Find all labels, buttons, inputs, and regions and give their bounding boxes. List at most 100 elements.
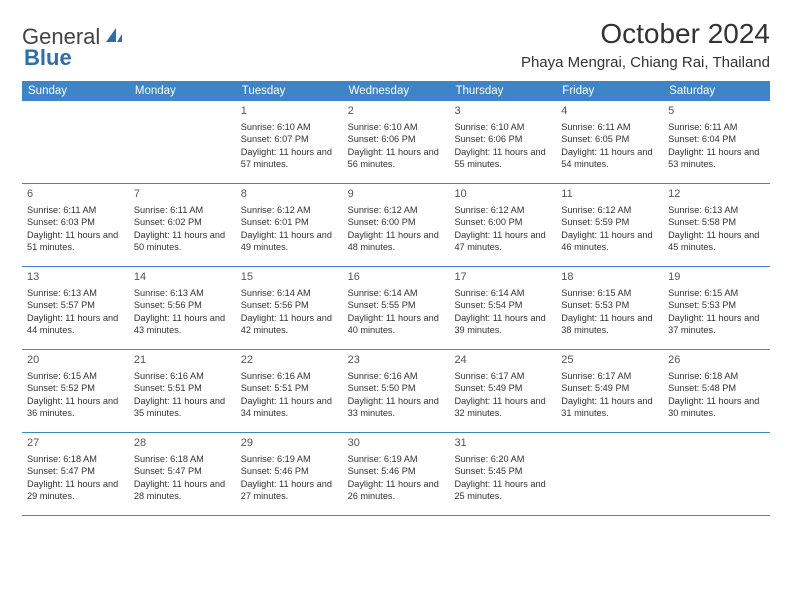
day-number: 19 (668, 270, 765, 285)
calendar: SundayMondayTuesdayWednesdayThursdayFrid… (22, 81, 770, 516)
day-number: 20 (27, 353, 124, 368)
day-number: 10 (454, 187, 551, 202)
day-cell-15: 15Sunrise: 6:14 AMSunset: 5:56 PMDayligh… (236, 267, 343, 349)
sunset-line: Sunset: 5:54 PM (454, 299, 551, 311)
day-cell-20: 20Sunrise: 6:15 AMSunset: 5:52 PMDayligh… (22, 350, 129, 432)
day-cell-27: 27Sunrise: 6:18 AMSunset: 5:47 PMDayligh… (22, 433, 129, 515)
sunrise-line: Sunrise: 6:17 AM (561, 370, 658, 382)
sunset-line: Sunset: 6:07 PM (241, 133, 338, 145)
sunset-line: Sunset: 6:04 PM (668, 133, 765, 145)
sunset-line: Sunset: 5:56 PM (134, 299, 231, 311)
sunset-line: Sunset: 5:45 PM (454, 465, 551, 477)
day-cell-8: 8Sunrise: 6:12 AMSunset: 6:01 PMDaylight… (236, 184, 343, 266)
day-number: 16 (348, 270, 445, 285)
day-number: 12 (668, 187, 765, 202)
daylight-line: Daylight: 11 hours and 51 minutes. (27, 229, 124, 254)
sunrise-line: Sunrise: 6:11 AM (134, 204, 231, 216)
day-number: 2 (348, 104, 445, 119)
day-cell-12: 12Sunrise: 6:13 AMSunset: 5:58 PMDayligh… (663, 184, 770, 266)
sunrise-line: Sunrise: 6:15 AM (561, 287, 658, 299)
sunset-line: Sunset: 5:50 PM (348, 382, 445, 394)
sunset-line: Sunset: 6:01 PM (241, 216, 338, 228)
day-number: 30 (348, 436, 445, 451)
day-number: 7 (134, 187, 231, 202)
day-number: 27 (27, 436, 124, 451)
day-cell-2: 2Sunrise: 6:10 AMSunset: 6:06 PMDaylight… (343, 101, 450, 183)
location: Phaya Mengrai, Chiang Rai, Thailand (521, 54, 770, 71)
weekday-wednesday: Wednesday (343, 81, 450, 101)
sunset-line: Sunset: 5:51 PM (241, 382, 338, 394)
daylight-line: Daylight: 11 hours and 25 minutes. (454, 478, 551, 503)
day-number: 9 (348, 187, 445, 202)
sunset-line: Sunset: 5:49 PM (454, 382, 551, 394)
sunset-line: Sunset: 5:46 PM (348, 465, 445, 477)
day-cell-24: 24Sunrise: 6:17 AMSunset: 5:49 PMDayligh… (449, 350, 556, 432)
sunrise-line: Sunrise: 6:14 AM (241, 287, 338, 299)
sunset-line: Sunset: 6:06 PM (454, 133, 551, 145)
day-number: 11 (561, 187, 658, 202)
sunrise-line: Sunrise: 6:13 AM (668, 204, 765, 216)
day-number: 29 (241, 436, 338, 451)
sunset-line: Sunset: 5:48 PM (668, 382, 765, 394)
daylight-line: Daylight: 11 hours and 36 minutes. (27, 395, 124, 420)
sunrise-line: Sunrise: 6:10 AM (241, 121, 338, 133)
sunrise-line: Sunrise: 6:17 AM (454, 370, 551, 382)
week-row: 13Sunrise: 6:13 AMSunset: 5:57 PMDayligh… (22, 267, 770, 350)
weekday-tuesday: Tuesday (236, 81, 343, 101)
sunrise-line: Sunrise: 6:18 AM (134, 453, 231, 465)
day-cell-26: 26Sunrise: 6:18 AMSunset: 5:48 PMDayligh… (663, 350, 770, 432)
daylight-line: Daylight: 11 hours and 29 minutes. (27, 478, 124, 503)
weekday-friday: Friday (556, 81, 663, 101)
weekday-sunday: Sunday (22, 81, 129, 101)
sunset-line: Sunset: 5:46 PM (241, 465, 338, 477)
day-number: 17 (454, 270, 551, 285)
sunrise-line: Sunrise: 6:12 AM (454, 204, 551, 216)
day-number: 25 (561, 353, 658, 368)
sunset-line: Sunset: 5:59 PM (561, 216, 658, 228)
week-row: 6Sunrise: 6:11 AMSunset: 6:03 PMDaylight… (22, 184, 770, 267)
weekday-monday: Monday (129, 81, 236, 101)
daylight-line: Daylight: 11 hours and 30 minutes. (668, 395, 765, 420)
day-cell-11: 11Sunrise: 6:12 AMSunset: 5:59 PMDayligh… (556, 184, 663, 266)
day-cell-29: 29Sunrise: 6:19 AMSunset: 5:46 PMDayligh… (236, 433, 343, 515)
sunrise-line: Sunrise: 6:14 AM (348, 287, 445, 299)
sunset-line: Sunset: 5:53 PM (668, 299, 765, 311)
day-number: 5 (668, 104, 765, 119)
daylight-line: Daylight: 11 hours and 38 minutes. (561, 312, 658, 337)
weekday-header-row: SundayMondayTuesdayWednesdayThursdayFrid… (22, 81, 770, 101)
daylight-line: Daylight: 11 hours and 53 minutes. (668, 146, 765, 171)
daylight-line: Daylight: 11 hours and 48 minutes. (348, 229, 445, 254)
sunrise-line: Sunrise: 6:16 AM (134, 370, 231, 382)
sunrise-line: Sunrise: 6:15 AM (668, 287, 765, 299)
day-number: 23 (348, 353, 445, 368)
sunset-line: Sunset: 5:52 PM (27, 382, 124, 394)
daylight-line: Daylight: 11 hours and 37 minutes. (668, 312, 765, 337)
day-number: 13 (27, 270, 124, 285)
sunset-line: Sunset: 5:51 PM (134, 382, 231, 394)
week-row: 27Sunrise: 6:18 AMSunset: 5:47 PMDayligh… (22, 433, 770, 516)
day-number: 15 (241, 270, 338, 285)
day-cell-22: 22Sunrise: 6:16 AMSunset: 5:51 PMDayligh… (236, 350, 343, 432)
daylight-line: Daylight: 11 hours and 56 minutes. (348, 146, 445, 171)
day-cell-13: 13Sunrise: 6:13 AMSunset: 5:57 PMDayligh… (22, 267, 129, 349)
month-title: October 2024 (521, 18, 770, 50)
sunrise-line: Sunrise: 6:12 AM (348, 204, 445, 216)
daylight-line: Daylight: 11 hours and 39 minutes. (454, 312, 551, 337)
day-number: 31 (454, 436, 551, 451)
daylight-line: Daylight: 11 hours and 54 minutes. (561, 146, 658, 171)
daylight-line: Daylight: 11 hours and 27 minutes. (241, 478, 338, 503)
weekday-saturday: Saturday (663, 81, 770, 101)
day-cell-4: 4Sunrise: 6:11 AMSunset: 6:05 PMDaylight… (556, 101, 663, 183)
sunset-line: Sunset: 5:55 PM (348, 299, 445, 311)
daylight-line: Daylight: 11 hours and 43 minutes. (134, 312, 231, 337)
daylight-line: Daylight: 11 hours and 35 minutes. (134, 395, 231, 420)
weekday-thursday: Thursday (449, 81, 556, 101)
daylight-line: Daylight: 11 hours and 40 minutes. (348, 312, 445, 337)
day-number: 3 (454, 104, 551, 119)
day-cell-17: 17Sunrise: 6:14 AMSunset: 5:54 PMDayligh… (449, 267, 556, 349)
day-cell-31: 31Sunrise: 6:20 AMSunset: 5:45 PMDayligh… (449, 433, 556, 515)
day-cell-30: 30Sunrise: 6:19 AMSunset: 5:46 PMDayligh… (343, 433, 450, 515)
sunrise-line: Sunrise: 6:11 AM (27, 204, 124, 216)
daylight-line: Daylight: 11 hours and 55 minutes. (454, 146, 551, 171)
day-number: 26 (668, 353, 765, 368)
